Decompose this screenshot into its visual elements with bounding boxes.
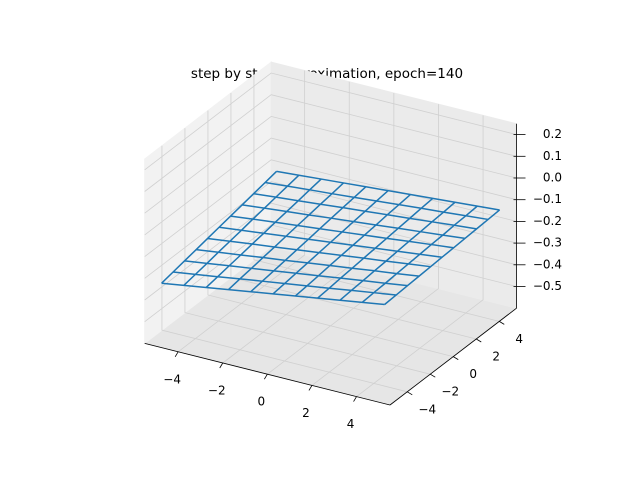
grid-line — [177, 70, 306, 353]
grid-line — [144, 72, 517, 171]
y-tick-label: 4 — [515, 332, 523, 346]
wire-line — [361, 205, 478, 303]
grid-line — [161, 145, 408, 393]
grid-line — [144, 159, 517, 257]
grid-line — [253, 75, 500, 322]
x-tick-label: −2 — [208, 384, 226, 398]
y-tick — [453, 356, 459, 360]
x-tick — [353, 396, 357, 402]
z-tick-label: −0.5 — [533, 279, 562, 293]
grid-line — [144, 137, 517, 236]
grid-line — [207, 110, 454, 357]
wire-line — [317, 197, 434, 299]
wire-line — [205, 178, 322, 289]
z-tick-label: −0.1 — [533, 192, 562, 206]
x-tick-label: 0 — [258, 395, 266, 409]
wire-line — [294, 193, 411, 297]
x-tick-label: −4 — [163, 372, 181, 386]
x-tick — [308, 385, 313, 391]
grid-line — [144, 115, 517, 214]
wire-line — [227, 182, 345, 291]
x-tick-label: 4 — [347, 417, 355, 431]
x-tick-label: 2 — [302, 406, 310, 420]
wire-line — [272, 190, 389, 295]
wire-line — [161, 170, 278, 284]
grid-line — [144, 202, 517, 301]
y-tick — [476, 338, 482, 343]
grid-line — [311, 104, 439, 386]
wire-line — [250, 186, 367, 293]
x-axis-line — [144, 343, 391, 406]
y-axis-line — [389, 307, 517, 406]
z-tick-label: 0.1 — [543, 149, 562, 163]
y-tick — [430, 373, 436, 378]
y-tick-label: 2 — [492, 350, 500, 364]
z-tick-label: −0.4 — [533, 257, 562, 271]
x-tick — [174, 351, 179, 358]
x-tick — [264, 373, 268, 380]
z-tick-label: 0.2 — [543, 127, 562, 141]
wire-line — [339, 201, 456, 301]
y-tick — [407, 391, 413, 396]
grid-line — [222, 81, 350, 364]
grid-line — [144, 94, 517, 192]
wire-line — [183, 174, 300, 286]
z-tick-label: 0.0 — [543, 171, 562, 185]
y-tick — [499, 321, 505, 325]
wire-line — [384, 209, 501, 306]
grid-line — [267, 92, 395, 375]
y-tick-label: −4 — [418, 402, 436, 416]
z-tick-label: −0.2 — [533, 214, 562, 228]
z-tick-label: −0.3 — [533, 236, 562, 250]
x-tick — [219, 362, 224, 369]
y-tick-label: 0 — [469, 367, 477, 381]
grid-line — [356, 115, 484, 397]
grid-line — [184, 128, 431, 375]
y-tick-label: −2 — [441, 385, 459, 399]
grid-line — [144, 224, 517, 323]
